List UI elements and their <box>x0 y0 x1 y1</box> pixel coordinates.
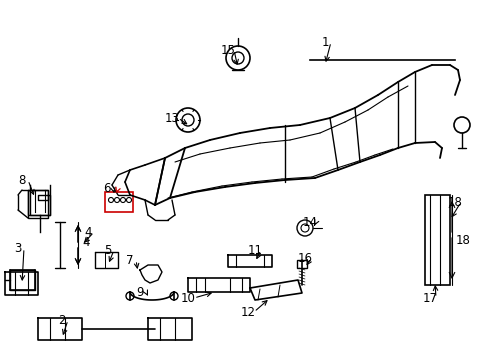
Text: 15: 15 <box>220 44 235 57</box>
Text: 14: 14 <box>302 216 317 229</box>
Text: 16: 16 <box>297 252 312 265</box>
Text: 6: 6 <box>103 181 110 194</box>
Text: 13: 13 <box>164 112 179 125</box>
Text: 9: 9 <box>136 285 143 298</box>
Text: 11: 11 <box>247 243 262 256</box>
Text: 4: 4 <box>84 225 92 239</box>
Text: 18: 18 <box>447 195 462 208</box>
Text: 10: 10 <box>180 292 195 305</box>
Text: 4: 4 <box>82 235 89 248</box>
Bar <box>296 260 306 268</box>
Text: 2: 2 <box>58 314 65 327</box>
Text: 17: 17 <box>422 292 437 305</box>
Bar <box>105 192 133 212</box>
Bar <box>28 190 48 218</box>
Text: 1: 1 <box>321 36 328 49</box>
Text: 7: 7 <box>126 253 134 266</box>
Text: 18: 18 <box>455 234 470 247</box>
Text: 3: 3 <box>14 242 21 255</box>
Text: 8: 8 <box>18 174 26 186</box>
Text: 12: 12 <box>240 306 255 319</box>
Bar <box>424 195 449 285</box>
Text: 5: 5 <box>104 243 111 256</box>
